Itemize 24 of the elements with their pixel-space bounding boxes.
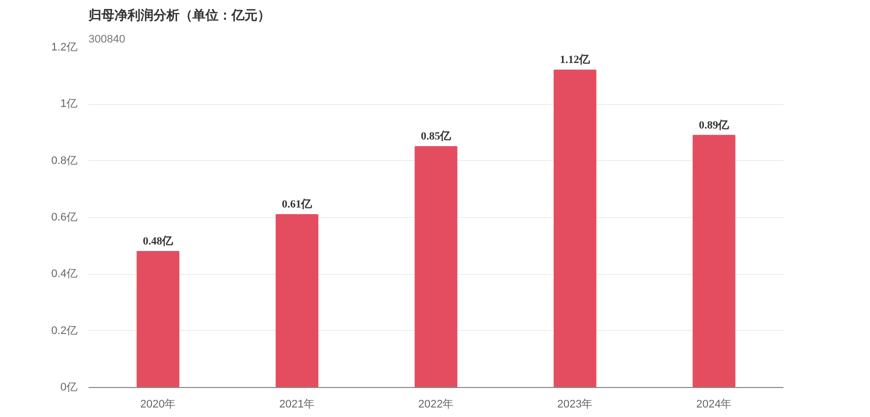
y-tick-label: 0.4亿 (51, 268, 78, 280)
bar (276, 214, 318, 388)
bar (692, 134, 736, 388)
bar (136, 251, 180, 388)
chart-title: 归母净利润分析（单位：亿元） (88, 8, 270, 22)
x-tick-label: 2021年 (279, 398, 315, 410)
x-tick-label: 2024年 (696, 398, 732, 410)
x-tick-label: 2023年 (557, 398, 593, 410)
data-label: 0.85亿 (420, 130, 452, 143)
bar (554, 70, 596, 388)
y-tick-label: 0亿 (60, 382, 78, 394)
y-tick-label: 1.2亿 (51, 42, 78, 54)
x-tick-label: 2020年 (140, 398, 176, 410)
x-tick-label: 2022年 (418, 398, 454, 410)
data-label: 0.48亿 (142, 236, 174, 248)
data-label: 0.89亿 (698, 119, 730, 132)
y-tick-label: 1亿 (60, 98, 78, 110)
y-tick-label: 0.6亿 (51, 212, 78, 224)
data-label: 0.61亿 (282, 198, 314, 211)
bar (414, 146, 458, 388)
y-tick-label: 0.2亿 (51, 324, 78, 337)
y-tick-label: 0.8亿 (51, 154, 78, 167)
chart-subtitle: 300840 (88, 34, 126, 46)
data-label: 1.12亿 (560, 54, 592, 66)
